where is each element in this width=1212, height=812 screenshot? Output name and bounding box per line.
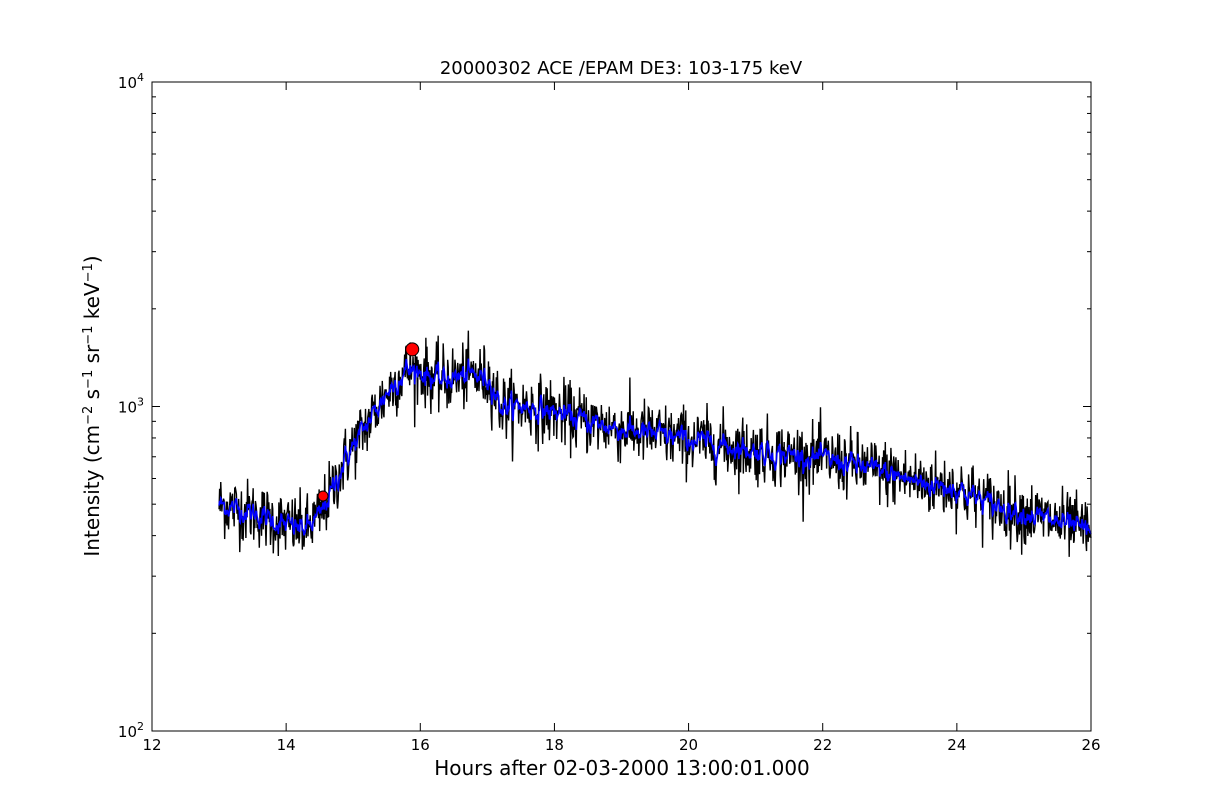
chart-title: 20000302 ACE /EPAM DE3: 103-175 keV bbox=[440, 58, 803, 79]
y-axis-label-text: Intensity (cm−2 s−1 sr−1 keV−1) bbox=[80, 255, 104, 556]
y-tick-label: 104 bbox=[118, 71, 144, 92]
x-tick-label: 18 bbox=[545, 736, 564, 754]
marker-point-2 bbox=[405, 342, 420, 357]
marker-point-1 bbox=[317, 490, 329, 502]
x-tick-label: 12 bbox=[142, 736, 161, 754]
x-tick-label: 26 bbox=[1081, 736, 1100, 754]
x-tick-label: 22 bbox=[813, 736, 832, 754]
x-axis-ticks: 12 14 16 18 20 22 24 26 bbox=[142, 82, 1101, 754]
plot-frame bbox=[151, 81, 1092, 732]
y-tick-label: 103 bbox=[118, 396, 144, 417]
x-tick-label: 20 bbox=[679, 736, 698, 754]
y-axis-ticks: 102 103 104 bbox=[118, 71, 1091, 741]
x-tick-label: 24 bbox=[947, 736, 966, 754]
y-axis-label: Intensity (cm−2 s−1 sr−1 keV−1) bbox=[80, 255, 104, 556]
x-tick-label: 14 bbox=[277, 736, 296, 754]
series-smoothed-line bbox=[218, 358, 1092, 536]
x-axis-label: Hours after 02-03-2000 13:00:01.000 bbox=[434, 756, 810, 780]
y-tick-label: 102 bbox=[118, 720, 144, 741]
x-tick-label: 16 bbox=[411, 736, 430, 754]
